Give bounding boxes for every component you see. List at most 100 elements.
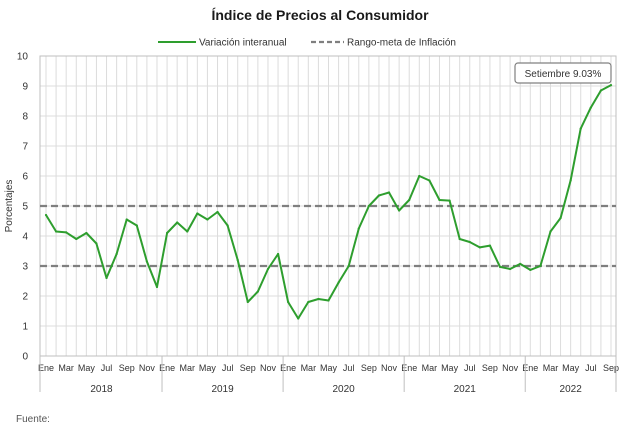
x-tick-label: Mar — [58, 363, 74, 373]
data-point — [448, 199, 451, 202]
data-point — [105, 276, 108, 280]
data-point — [246, 300, 249, 304]
data-point — [367, 204, 370, 208]
data-point — [377, 194, 381, 197]
x-tick-label: Sep — [482, 363, 498, 373]
x-tick-label: Mar — [422, 363, 438, 373]
data-point — [458, 237, 461, 241]
x-tick-label: Jul — [464, 363, 476, 373]
x-tick-label: Ene — [401, 363, 417, 373]
y-axis: 0 1 2 3 4 5 6 7 8 9 10 Porcentajes — [4, 52, 28, 363]
data-point — [65, 231, 68, 234]
data-point — [145, 260, 148, 263]
data-point — [115, 252, 118, 256]
data-point — [549, 230, 552, 233]
x-tick-label: Sep — [361, 363, 377, 373]
legend: Variación interanual Rango-meta de Inflac… — [158, 38, 456, 49]
series-layer — [44, 84, 613, 320]
data-point — [125, 218, 128, 221]
y-tick-label: 9 — [22, 82, 28, 93]
year-label: 2022 — [560, 384, 583, 395]
annotation-label: Setiembre 9.03% — [525, 69, 602, 80]
y-tick-label: 4 — [22, 232, 28, 243]
data-point — [468, 240, 471, 244]
y-tick-label: 0 — [22, 352, 28, 363]
x-tick-label: Sep — [119, 363, 135, 373]
data-point — [226, 224, 229, 227]
chart-title: Índice de Precios al Consumidor — [211, 7, 429, 23]
legend-label-rango: Rango-meta de Inflación — [347, 38, 456, 49]
data-point — [327, 299, 330, 302]
year-label: 2020 — [333, 384, 356, 395]
data-point — [539, 264, 542, 268]
data-point — [236, 258, 239, 262]
x-tick-label: Jul — [585, 363, 597, 373]
x-tick-label: Nov — [139, 363, 156, 373]
data-point — [317, 297, 320, 301]
y-tick-label: 7 — [22, 142, 28, 153]
x-tick-label: Sep — [603, 363, 619, 373]
data-point — [579, 127, 582, 130]
data-point — [559, 216, 562, 220]
target-range-lines — [40, 204, 616, 268]
data-point — [337, 281, 340, 284]
data-point — [599, 89, 603, 92]
x-tick-label: Jul — [101, 363, 113, 373]
source-label: Fuente: — [16, 414, 50, 425]
x-tick-label: May — [320, 363, 338, 373]
x-tick-label: Jul — [343, 363, 355, 373]
data-point — [176, 221, 179, 224]
x-tick-label: Sep — [240, 363, 256, 373]
data-point — [95, 242, 98, 245]
year-label: 2021 — [454, 384, 477, 395]
year-label: 2018 — [90, 384, 113, 395]
data-point — [488, 244, 492, 247]
data-point — [287, 300, 290, 304]
data-point — [165, 231, 169, 235]
data-point — [206, 218, 209, 221]
y-tick-label: 1 — [22, 322, 28, 333]
y-tick-label: 8 — [22, 112, 28, 123]
data-point — [297, 317, 300, 320]
y-tick-label: 2 — [22, 292, 28, 303]
x-tick-label: Mar — [543, 363, 559, 373]
y-axis-title: Porcentajes — [4, 180, 15, 233]
x-tick-label: Mar — [180, 363, 196, 373]
data-point — [589, 106, 592, 109]
data-point — [307, 300, 310, 304]
x-tick-label: May — [78, 363, 96, 373]
x-tick-label: Ene — [38, 363, 54, 373]
data-point — [75, 237, 78, 241]
data-point — [498, 265, 502, 268]
data-point — [398, 209, 401, 212]
y-tick-label: 5 — [22, 202, 28, 213]
x-tick-label: Nov — [502, 363, 519, 373]
x-tick-label: Jul — [222, 363, 234, 373]
data-point — [276, 252, 280, 256]
data-point — [428, 179, 431, 182]
data-point — [216, 210, 219, 214]
data-point — [509, 267, 512, 271]
y-tick-label: 3 — [22, 262, 28, 273]
x-tick-label: Ene — [280, 363, 296, 373]
data-point — [266, 267, 270, 271]
x-tick-label: Ene — [522, 363, 538, 373]
x-tick-label: May — [562, 363, 580, 373]
x-axis: Ene Mar May Jul Sep Nov Ene Mar May Jul Sep Nov Ene M… — [38, 356, 619, 395]
data-point — [196, 212, 199, 215]
data-point — [357, 227, 360, 230]
data-point — [155, 285, 159, 289]
data-point — [387, 191, 391, 194]
data-point — [85, 231, 88, 235]
x-tick-label: Nov — [381, 363, 398, 373]
data-point — [408, 198, 411, 202]
y-tick-label: 6 — [22, 172, 28, 183]
x-tick-label: Mar — [301, 363, 317, 373]
data-point — [54, 230, 58, 233]
data-point — [135, 224, 138, 227]
data-point — [347, 264, 350, 268]
annotation-box — [514, 62, 612, 84]
data-point — [44, 213, 48, 217]
x-tick-label: May — [441, 363, 459, 373]
